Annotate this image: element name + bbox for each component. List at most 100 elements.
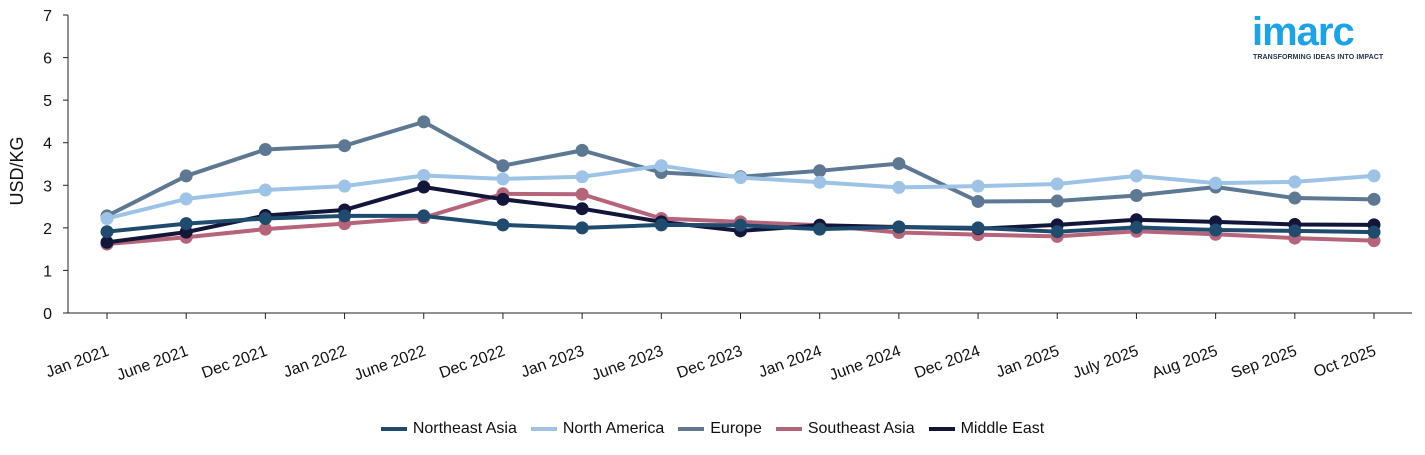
data-point[interactable] <box>417 209 431 223</box>
data-point[interactable] <box>813 164 827 178</box>
x-tick-label: June 2024 <box>827 343 903 385</box>
data-point[interactable] <box>813 222 827 236</box>
legend-item[interactable]: North America <box>530 420 665 438</box>
y-tick-label: 1 <box>43 263 52 280</box>
x-tick-label: Sep 2025 <box>1229 343 1299 382</box>
data-point[interactable] <box>417 180 431 194</box>
data-point[interactable] <box>100 211 114 225</box>
data-point[interactable] <box>258 143 272 157</box>
logo-tagline: TRANSFORMING IDEAS INTO IMPACT <box>1253 54 1384 61</box>
data-point[interactable] <box>1288 191 1302 205</box>
data-point[interactable] <box>258 222 272 236</box>
legend-swatch <box>775 427 802 431</box>
data-point[interactable] <box>1209 223 1223 237</box>
data-point[interactable] <box>654 159 668 173</box>
y-tick-label: 3 <box>43 178 52 195</box>
data-point[interactable] <box>179 169 193 183</box>
data-point[interactable] <box>1209 176 1223 190</box>
x-tick-label: June 2021 <box>115 343 191 385</box>
y-tick-label: 6 <box>43 51 52 68</box>
data-point[interactable] <box>971 194 985 208</box>
y-axis-title: USD/KG <box>7 136 27 205</box>
data-point[interactable] <box>1129 220 1143 234</box>
data-point[interactable] <box>417 115 431 129</box>
legend-item[interactable]: Northeast Asia <box>380 420 517 438</box>
legend-swatch <box>380 427 407 431</box>
x-tick-label: Jan 2023 <box>519 343 587 382</box>
data-point[interactable] <box>971 221 985 235</box>
y-tick-label: 7 <box>43 8 52 25</box>
data-point[interactable] <box>575 221 589 235</box>
data-point[interactable] <box>575 202 589 216</box>
data-point[interactable] <box>892 180 906 194</box>
x-tick-label: Dec 2021 <box>200 343 270 382</box>
data-point[interactable] <box>654 218 668 232</box>
x-tick-label: Aug 2025 <box>1150 343 1220 382</box>
x-axis: Jan 2021 June 2021 Dec 2021 Jan 2022 June 20… <box>44 312 1412 385</box>
data-point[interactable] <box>258 211 272 225</box>
data-point[interactable] <box>179 217 193 231</box>
data-point[interactable] <box>417 168 431 182</box>
x-tick-label: June 2022 <box>352 343 428 385</box>
legend-label: Europe <box>710 420 762 437</box>
y-tick-label: 5 <box>43 93 52 110</box>
data-point[interactable] <box>892 157 906 171</box>
y-axis: 0 1 2 3 4 5 6 7 <box>43 8 69 323</box>
data-point[interactable] <box>1129 169 1143 183</box>
x-tick-label: Jan 2022 <box>281 343 349 382</box>
legend-label: North America <box>562 420 665 437</box>
data-point[interactable] <box>1367 169 1381 183</box>
legend-item[interactable]: Europe <box>678 420 762 438</box>
data-point[interactable] <box>1050 194 1064 208</box>
series-europe <box>100 115 1381 223</box>
x-tick-label: Jan 2025 <box>994 343 1062 382</box>
legend-item[interactable]: Southeast Asia <box>775 420 915 438</box>
chart-legend: Northeast Asia North America Europe Southea… <box>0 420 1425 438</box>
y-tick-label: 0 <box>43 306 52 323</box>
data-point[interactable] <box>1050 177 1064 191</box>
data-point[interactable] <box>1050 225 1064 239</box>
x-tick-label: Jan 2021 <box>44 343 112 382</box>
data-point[interactable] <box>1288 175 1302 189</box>
data-point[interactable] <box>575 187 589 201</box>
data-point[interactable] <box>338 179 352 193</box>
x-tick-label: July 2025 <box>1071 343 1141 382</box>
legend-item[interactable]: Middle East <box>928 420 1045 438</box>
legend-swatch <box>678 427 705 431</box>
data-point[interactable] <box>496 192 510 206</box>
data-point[interactable] <box>971 179 985 193</box>
legend-label: Middle East <box>960 420 1045 437</box>
legend-swatch <box>928 427 955 431</box>
data-point[interactable] <box>496 159 510 173</box>
legend-label: Northeast Asia <box>412 420 517 437</box>
series-north-america <box>100 159 1381 225</box>
data-point[interactable] <box>813 175 827 189</box>
data-point[interactable] <box>734 171 747 185</box>
data-point[interactable] <box>100 235 114 249</box>
data-point[interactable] <box>496 172 510 186</box>
x-tick-label: Dec 2024 <box>912 343 982 382</box>
y-tick-label: 2 <box>43 221 52 238</box>
data-point[interactable] <box>1367 225 1381 239</box>
data-point[interactable] <box>575 170 589 184</box>
data-point[interactable] <box>496 218 510 232</box>
data-point[interactable] <box>1288 224 1302 238</box>
data-point[interactable] <box>1367 192 1381 206</box>
data-point[interactable] <box>1129 189 1143 203</box>
data-point[interactable] <box>338 139 352 153</box>
x-tick-label: Dec 2022 <box>437 343 507 382</box>
data-point[interactable] <box>338 209 352 223</box>
data-point[interactable] <box>179 192 193 206</box>
x-tick-label: June 2023 <box>590 343 666 385</box>
imarc-logo: imarc TRANSFORMING IDEAS INTO IMPACT <box>1252 6 1397 68</box>
data-point[interactable] <box>892 220 906 234</box>
series-northeast-asia <box>100 209 1381 239</box>
series-line <box>106 119 1375 218</box>
data-point[interactable] <box>575 143 589 157</box>
data-point[interactable] <box>100 225 114 239</box>
data-point[interactable] <box>734 218 747 232</box>
y-tick-label: 4 <box>43 136 52 153</box>
data-point[interactable] <box>258 183 272 197</box>
x-tick-label: Dec 2023 <box>675 343 745 382</box>
